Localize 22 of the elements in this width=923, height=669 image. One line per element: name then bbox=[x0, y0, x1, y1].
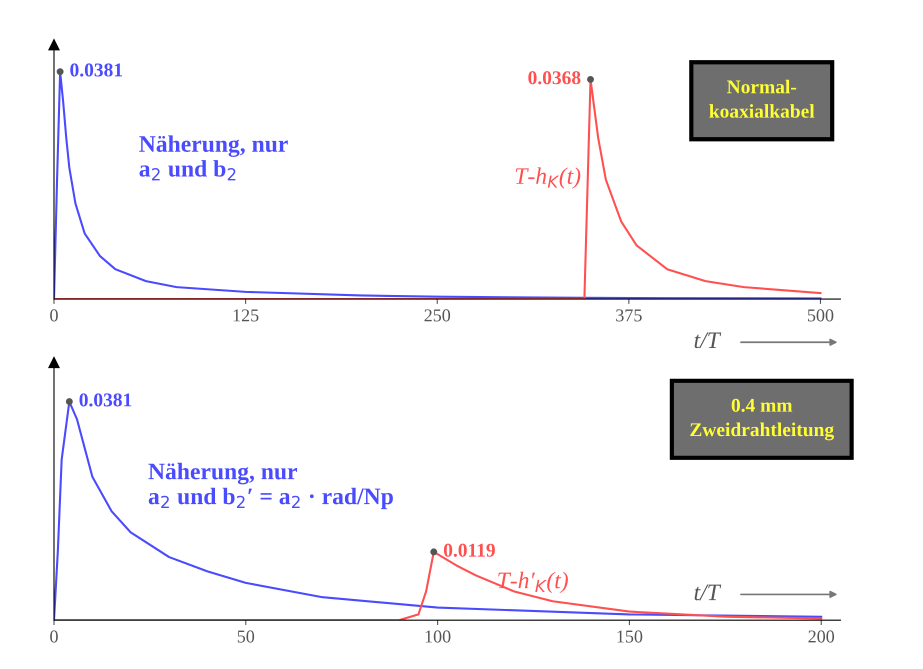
x-tick-label: 0 bbox=[50, 309, 58, 322]
text: Näherung, nur a$_{2}$ und b$_{2}$ bbox=[139, 135, 288, 180]
x-tick-label: 0 bbox=[50, 630, 58, 643]
data-label: 0.0381 bbox=[70, 63, 122, 77]
data-label: 0.0119 bbox=[444, 544, 495, 557]
x-tick-label: 500 bbox=[808, 309, 834, 322]
x-tick-label: 50 bbox=[238, 630, 254, 643]
x-tick-label: 100 bbox=[426, 630, 450, 643]
x-tick-label: 150 bbox=[617, 630, 642, 643]
x-tick-label: 250 bbox=[424, 309, 450, 322]
x-tick-label: 200 bbox=[808, 630, 834, 643]
data-label: 0.0368 bbox=[528, 71, 580, 84]
annotation: 0.4 mm Zweidrahtleitung bbox=[690, 398, 834, 440]
data-label: 0.0381 bbox=[80, 393, 132, 407]
x-tick-label: 375 bbox=[616, 309, 642, 322]
series-label: T-h′$_{K}$(t) bbox=[498, 572, 568, 594]
x-axis-title: t/T bbox=[694, 584, 722, 600]
series-label: Näherung, nur a$_{2}$ und b$_{2}$′ = a$_{2}$ · rad/Np bbox=[148, 462, 393, 510]
annotation: Normal- koaxialkabel bbox=[709, 80, 814, 118]
x-axis-title: t/T bbox=[694, 332, 722, 348]
x-tick-label: 125 bbox=[234, 309, 258, 322]
series-label: T-h$_{K}$(t) bbox=[516, 167, 580, 189]
